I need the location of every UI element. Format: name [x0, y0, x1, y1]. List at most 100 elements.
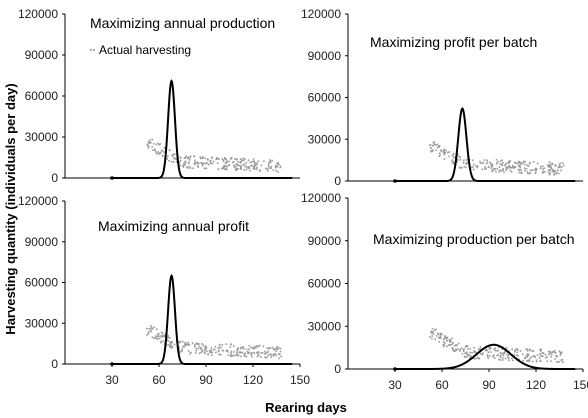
scatter-point: [208, 349, 211, 352]
scatter-point: [278, 357, 280, 360]
scatter-point: [157, 151, 160, 153]
scatter-point: [197, 347, 200, 350]
scatter-point: [169, 346, 171, 348]
scatter-point: [550, 355, 552, 358]
scatter-point: [260, 351, 263, 354]
scatter-point: [269, 353, 272, 356]
scatter-point: [248, 167, 251, 169]
scatter-point: [468, 354, 470, 356]
scatter-point: [196, 164, 199, 167]
chart-panel-4: Maximizing production per batch 0 30000 600…: [301, 191, 588, 392]
scatter-point: [194, 161, 197, 164]
scatter-point: [237, 354, 240, 356]
scatter-point: [258, 351, 260, 353]
y-tick-label: 0: [51, 357, 58, 371]
y-axis-title: Harvesting quantity (individuals per day…: [3, 83, 18, 334]
scatter-point: [438, 155, 441, 157]
scatter-point: [194, 163, 196, 165]
scatter-point: [207, 159, 209, 161]
scatter-point: [186, 157, 189, 160]
scatter-point: [224, 157, 226, 159]
x-tick-label: 90: [199, 373, 213, 387]
scatter-point: [258, 344, 261, 347]
scatter-point: [527, 350, 529, 352]
scatter-point: [230, 355, 233, 357]
scatter-point: [279, 166, 282, 169]
scatter-point: [508, 165, 511, 168]
scatter-point: [277, 171, 279, 173]
scatter-point: [553, 173, 555, 176]
scatter-point: [226, 349, 229, 352]
scatter-point: [243, 354, 245, 357]
scatter-point: [162, 340, 164, 342]
scatter-point: [201, 350, 204, 353]
scatter-point: [519, 162, 522, 164]
scatter-point: [533, 355, 536, 357]
scatter-point: [521, 353, 524, 356]
scatter-point: [220, 353, 222, 356]
scatter-point: [455, 348, 457, 351]
scatter-point: [560, 351, 563, 354]
scatter-point: [206, 350, 208, 353]
scatter-point: [465, 166, 467, 169]
scatter-point: [222, 349, 224, 352]
scatter-point: [239, 158, 242, 160]
scatter-point: [277, 346, 280, 349]
scatter-point: [550, 360, 552, 362]
scatter-point: [436, 332, 439, 335]
scatter-point: [183, 162, 185, 165]
scatter-point: [532, 350, 535, 352]
scatter-point: [476, 165, 479, 167]
scatter-point: [436, 146, 439, 149]
scatter-point: [231, 161, 234, 164]
scatter-point: [173, 343, 176, 346]
scatter-point: [280, 355, 282, 358]
scatter-point: [498, 169, 501, 171]
scatter-point: [478, 357, 480, 360]
scatter-point: [501, 163, 503, 166]
scatter-point: [560, 359, 563, 362]
scatter-point: [448, 151, 451, 153]
scatter-point: [438, 341, 441, 343]
scatter-point: [522, 161, 524, 164]
scatter-point: [185, 343, 188, 346]
scatter-point: [540, 348, 542, 351]
scatter-point: [497, 353, 500, 356]
scatter-point: [157, 142, 159, 145]
scatter-point: [154, 149, 156, 152]
scatter-point: [267, 347, 270, 350]
scatter-point: [430, 330, 433, 333]
model-harvest-line: [395, 107, 576, 182]
scatter-point: [539, 348, 541, 351]
scatter-point: [272, 353, 274, 356]
scatter-point: [459, 156, 462, 159]
scatter-point: [251, 160, 254, 163]
scatter-point: [154, 337, 157, 339]
scatter-point: [507, 356, 509, 358]
scatter-point: [435, 335, 438, 337]
scatter-point: [553, 169, 555, 172]
y-tick-label: 60000: [25, 276, 59, 290]
scatter-point: [546, 360, 549, 363]
scatter-point: [179, 351, 181, 353]
scatter-point: [172, 153, 175, 156]
scatter-point: [465, 163, 468, 166]
scatter-point: [232, 345, 235, 348]
scatter-point: [439, 335, 442, 338]
scatter-point: [164, 333, 166, 336]
scatter-point: [508, 359, 510, 362]
scatter-point: [502, 354, 505, 357]
scatter-point: [157, 332, 160, 335]
scatter-point: [434, 144, 437, 146]
scatter-point: [490, 351, 492, 353]
model-harvest-line: [395, 343, 576, 370]
scatter-point: [491, 163, 494, 166]
scatter-point: [204, 162, 206, 165]
scatter-point: [438, 337, 441, 339]
scatter-point: [170, 340, 173, 343]
scatter-point: [499, 163, 501, 165]
scatter-point: [235, 158, 238, 160]
scatter-point: [235, 167, 238, 170]
y-tick-label: 60000: [308, 91, 342, 105]
scatter-point: [466, 345, 469, 348]
